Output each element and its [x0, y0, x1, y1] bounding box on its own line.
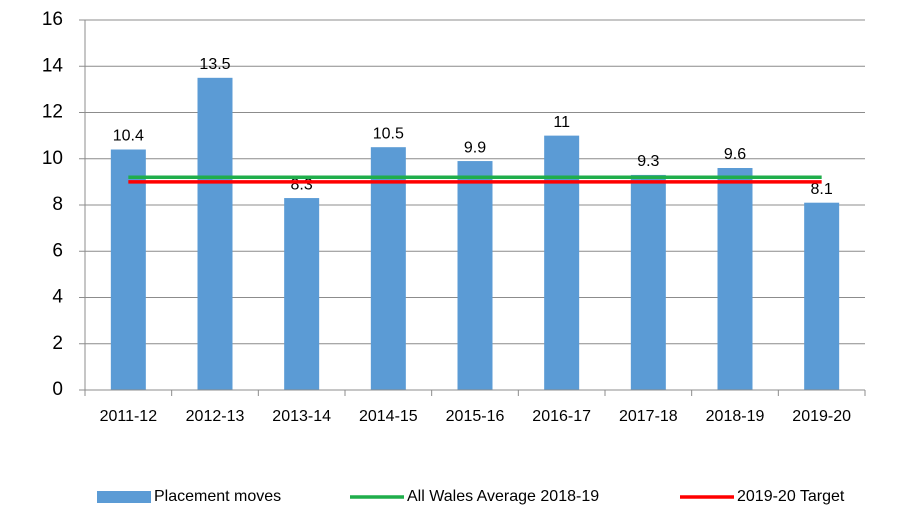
bar [284, 198, 320, 390]
data-label: 9.9 [464, 139, 486, 156]
x-tick-label: 2018-19 [706, 408, 765, 425]
x-tick-label: 2017-18 [619, 408, 678, 425]
data-label: 13.5 [199, 56, 230, 73]
bar [630, 174, 666, 390]
x-tick-label: 2014-15 [359, 408, 418, 425]
x-tick-label: 2019-20 [792, 408, 851, 425]
bar [804, 202, 840, 390]
bar [717, 168, 753, 390]
y-tick-label: 14 [42, 55, 64, 76]
bar [544, 135, 580, 390]
data-label: 9.3 [637, 153, 659, 170]
x-tick-label: 2013-14 [272, 408, 331, 425]
bar [457, 161, 493, 390]
legend-label: All Wales Average 2018-19 [407, 488, 599, 505]
y-tick-label: 8 [52, 194, 63, 215]
data-label: 11 [553, 114, 570, 131]
y-tick-label: 2 [52, 333, 63, 354]
legend-label: Placement moves [154, 488, 281, 505]
legend-label: 2019-20 Target [737, 488, 845, 505]
data-label: 8.1 [811, 181, 833, 198]
x-tick-label: 2012-13 [186, 408, 245, 425]
x-tick-label: 2015-16 [446, 408, 505, 425]
data-label: 10.4 [113, 128, 144, 145]
y-tick-label: 10 [42, 148, 63, 169]
y-tick-label: 12 [42, 102, 63, 123]
bar [370, 147, 406, 390]
data-label: 9.6 [724, 146, 746, 163]
x-tick-label: 2016-17 [532, 408, 591, 425]
bar [110, 149, 146, 390]
bar [197, 77, 233, 390]
y-tick-label: 16 [42, 9, 63, 30]
x-tick-label: 2011-12 [100, 408, 158, 425]
data-label: 10.5 [373, 125, 404, 142]
y-tick-label: 6 [52, 240, 63, 261]
y-tick-label: 4 [52, 287, 63, 308]
legend-swatch [97, 491, 151, 503]
y-tick-label: 0 [52, 379, 63, 400]
